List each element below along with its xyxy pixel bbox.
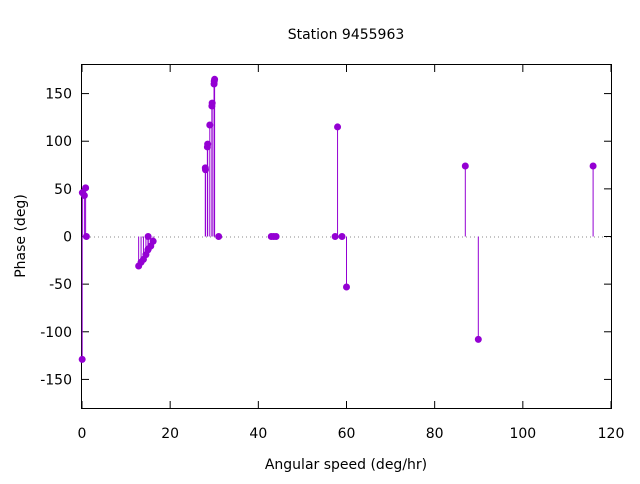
- data-point: [82, 233, 90, 240]
- data-point: [208, 99, 216, 107]
- x-axis-ticks: 0 20 40 60 80 100 120: [78, 65, 625, 442]
- x-tick-label: 120: [598, 426, 625, 442]
- data-point: [272, 233, 280, 240]
- data-point: [589, 162, 597, 170]
- x-tick-label: 80: [426, 426, 444, 442]
- y-axis-label: Phase (deg): [13, 194, 29, 278]
- x-tick-label: 40: [249, 426, 267, 442]
- x-tick-label: 100: [509, 426, 536, 442]
- y-tick-label: 0: [63, 230, 72, 246]
- chart-title: Station 9455963: [288, 27, 405, 43]
- x-tick-label: 20: [161, 426, 179, 442]
- data-point: [211, 75, 219, 83]
- x-tick-label: 60: [338, 426, 356, 442]
- y-tick-label: -50: [49, 277, 72, 293]
- data-point: [80, 192, 88, 200]
- data-point: [334, 123, 342, 131]
- data-point: [144, 233, 152, 240]
- data-point: [82, 184, 90, 192]
- y-tick-label: 150: [45, 87, 72, 103]
- y-axis-ticks: -150 -100 -50 0 50 100 150: [40, 87, 611, 388]
- data-point: [78, 355, 86, 363]
- data-point: [331, 233, 339, 240]
- data-point: [343, 283, 350, 291]
- data-point: [461, 162, 469, 170]
- data-point: [204, 140, 212, 148]
- data-point: [338, 233, 346, 240]
- data-point: [474, 335, 482, 343]
- data-point: [149, 237, 157, 245]
- data-point: [215, 233, 223, 240]
- x-tick-label: 0: [78, 426, 87, 442]
- y-tick-label: 100: [45, 134, 72, 150]
- impulse-stems: [81, 79, 594, 360]
- x-axis-label: Angular speed (deg/hr): [265, 457, 427, 473]
- data-point: [206, 121, 214, 129]
- y-tick-label: -150: [40, 372, 72, 388]
- y-tick-label: -100: [40, 325, 72, 341]
- y-tick-label: 50: [54, 182, 72, 198]
- data-points: [78, 75, 597, 363]
- plot-frame: [81, 64, 612, 409]
- data-point: [201, 166, 209, 174]
